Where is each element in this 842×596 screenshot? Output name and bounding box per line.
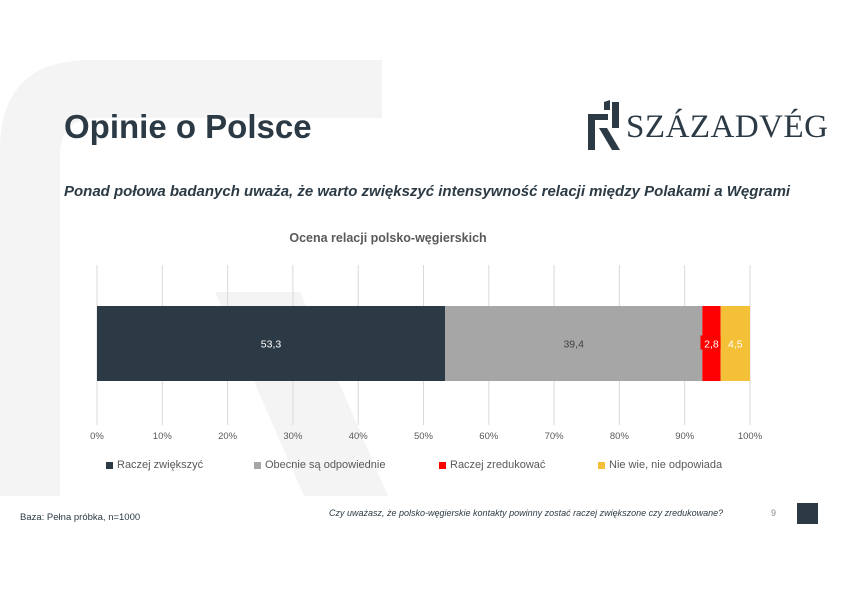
legend-item: Raczej zwiększyć (106, 459, 203, 471)
x-tick-label: 10% (153, 431, 173, 442)
legend-swatch (598, 461, 605, 469)
x-tick-label: 0% (90, 431, 104, 442)
data-label-background (700, 335, 723, 350)
x-tick-label: 20% (218, 431, 238, 442)
survey-question: Czy uważasz, że polsko-węgierskie kontak… (329, 508, 724, 518)
bar-segment (97, 306, 446, 381)
company-logo: SZÁZADVÉG (586, 98, 829, 154)
legend-swatch (106, 461, 113, 469)
bar-segment (445, 306, 703, 381)
x-tick-label: 50% (414, 431, 434, 442)
data-label: 39,4 (563, 339, 584, 351)
legend-swatch (254, 461, 261, 469)
x-tick-label: 70% (545, 431, 565, 442)
corner-square (797, 503, 818, 524)
stacked-bar-chart: 0% 10% 20% 30% 40% 50% 60% 70% 80% 90% 100% 53,3 39,… (90, 265, 763, 442)
szazadveg-logo-icon (588, 100, 620, 150)
data-label-background (724, 335, 747, 350)
x-tick-label: 60% (479, 431, 499, 442)
x-tick-label: 30% (283, 431, 303, 442)
legend-label: Raczej zredukować (450, 459, 546, 471)
base-note: Baza: Pełna próbka, n=1000 (20, 512, 141, 523)
x-tick-label: 100% (738, 431, 763, 442)
x-tick-label: 80% (610, 431, 630, 442)
x-tick-label: 90% (675, 431, 695, 442)
legend-label: Nie wie, nie odpowiada (609, 459, 723, 471)
chart-title: Ocena relacji polsko-węgierskich (289, 231, 487, 245)
data-label: 2,8 (704, 339, 719, 351)
x-tick-label: 40% (349, 431, 369, 442)
legend-item: Obecnie są odpowiednie (254, 459, 385, 471)
legend-label: Obecnie są odpowiednie (265, 459, 386, 471)
logo-wordmark: SZÁZADVÉG (626, 109, 829, 145)
legend-item: Raczej zredukować (439, 459, 545, 471)
legend-label: Raczej zwiększyć (117, 459, 204, 471)
data-label: 4,5 (728, 339, 743, 351)
page-title: Opinie o Polsce (64, 108, 312, 145)
chart-legend: Raczej zwiększyć Obecnie są odpowiednie Ra… (0, 459, 842, 475)
page-number: 9 (771, 508, 777, 518)
legend-item: Nie wie, nie odpowiada (598, 459, 722, 471)
legend-swatch (439, 461, 446, 469)
data-label: 53,3 (261, 339, 282, 351)
page-subtitle: Ponad połowa badanych uważa, że warto zw… (64, 183, 791, 200)
